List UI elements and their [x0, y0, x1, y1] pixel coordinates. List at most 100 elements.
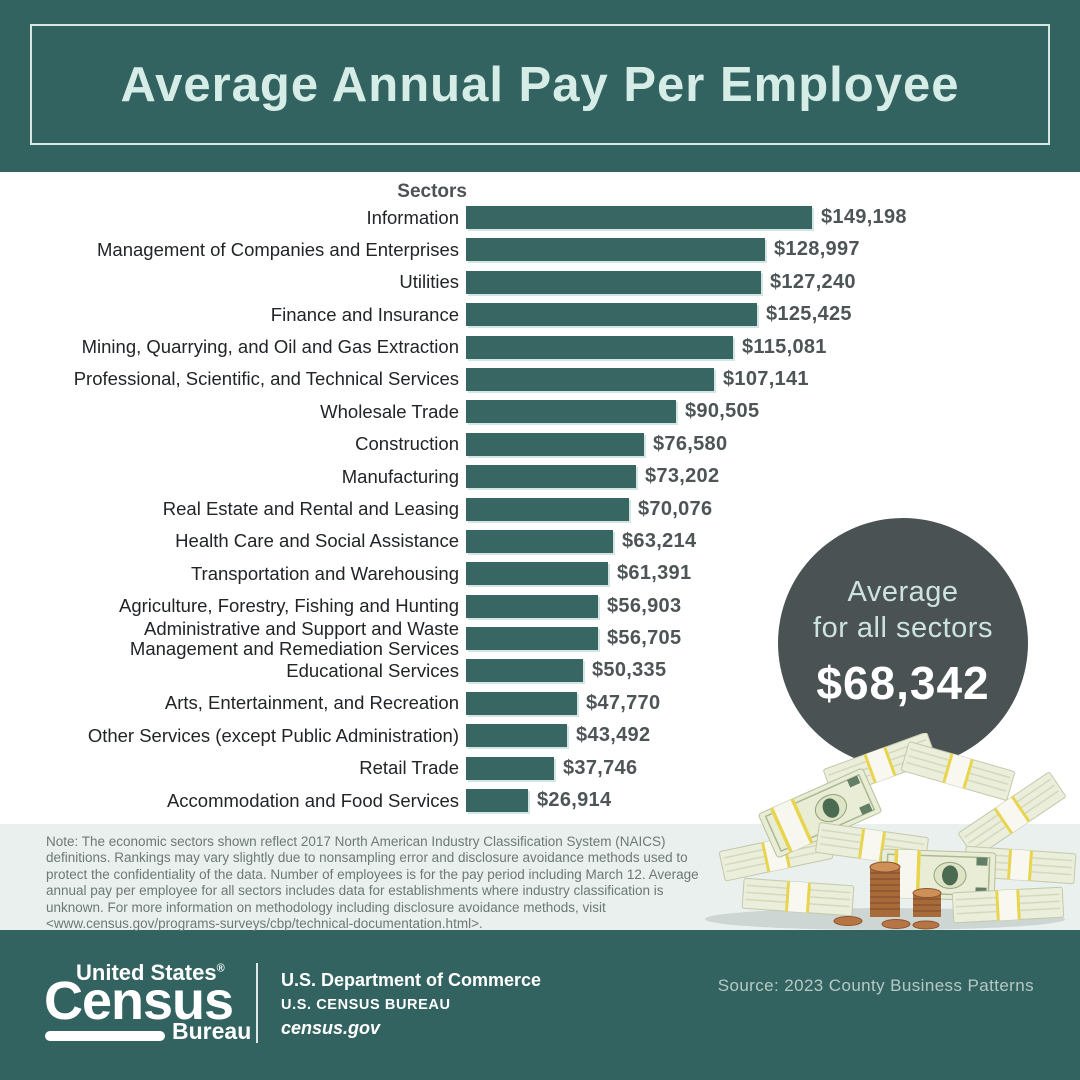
- average-badge: Average for all sectors $68,342: [778, 518, 1028, 768]
- bar-chart: Information $149,198 Management of Compani…: [40, 206, 907, 813]
- chart-row: Information $149,198: [40, 206, 907, 229]
- average-badge-line2: for all sectors: [813, 612, 993, 645]
- bar-value: $70,076: [638, 497, 713, 520]
- page-title: Average Annual Pay Per Employee: [120, 57, 960, 112]
- average-badge-line1: Average: [847, 576, 959, 608]
- sector-label: Retail Trade: [359, 757, 459, 779]
- department-block: U.S. Department of Commerce U.S. CENSUS …: [281, 970, 541, 1039]
- footer-divider: [256, 963, 258, 1043]
- bar-value: $90,505: [685, 400, 760, 423]
- census-logo-wordmark: Census: [44, 971, 234, 1031]
- chart-row: Utilities $127,240: [40, 270, 907, 294]
- sector-label: Health Care and Social Assistance: [175, 530, 459, 552]
- registered-mark: ®: [216, 962, 225, 975]
- bar: [466, 303, 757, 327]
- us-census-bureau: U.S. CENSUS BUREAU: [281, 997, 451, 1013]
- chart-row: Construction $76,580: [40, 432, 907, 456]
- sector-label: Real Estate and Rental and Leasing: [162, 498, 459, 520]
- average-badge-value: $68,342: [816, 656, 990, 709]
- bar: [466, 562, 608, 586]
- bar-value: $127,240: [770, 270, 856, 293]
- census-logo-top-text: United States: [76, 960, 217, 985]
- bar: [466, 627, 598, 651]
- bar-value: $37,746: [563, 756, 638, 779]
- chart-row: Finance and Insurance $125,425: [40, 303, 907, 327]
- bar: [466, 465, 636, 489]
- bar-value: $61,391: [617, 562, 692, 585]
- money-pile-illustration: [705, 733, 1077, 930]
- sector-label: Other Services (except Public Administra…: [87, 724, 459, 746]
- source-text: Source: 2023 County Business Patterns: [717, 976, 1034, 995]
- bar: [466, 238, 765, 262]
- header-banner: Average Annual Pay Per Employee: [0, 0, 1080, 172]
- bar: [466, 724, 567, 748]
- sector-label: Utilities: [399, 271, 459, 293]
- sector-label: Arts, Entertainment, and Recreation: [164, 692, 459, 714]
- census-logo: United States® Census Bureau: [44, 960, 254, 1044]
- chart-row: Wholesale Trade $90,505: [40, 400, 907, 424]
- chart-row: Manufacturing $73,202: [40, 465, 907, 489]
- sector-label: Transportation and Warehousing: [190, 562, 459, 584]
- chart-row: Management of Companies and Enterprises $…: [40, 238, 907, 262]
- bar-value: $149,198: [821, 206, 907, 228]
- bar-value: $56,705: [607, 627, 682, 650]
- sector-label: Administrative and Support and Waste Man…: [129, 617, 459, 659]
- bar-value: $26,914: [537, 789, 612, 812]
- sector-label: Finance and Insurance: [270, 303, 459, 325]
- footer: United States® Census Bureau U.S. Depart…: [0, 930, 1080, 1080]
- bar: [466, 756, 554, 780]
- chart-row: Real Estate and Rental and Leasing $70,07…: [40, 497, 907, 521]
- census-gov: census.gov: [281, 1018, 381, 1038]
- bar-value: $107,141: [723, 367, 809, 390]
- chart-row: Mining, Quarrying, and Oil and Gas Extra…: [40, 335, 907, 359]
- chart-column-header: Sectors: [397, 181, 467, 202]
- bar: [466, 594, 598, 618]
- bar-value: $115,081: [742, 335, 827, 358]
- bar: [466, 400, 676, 424]
- bar: [466, 367, 714, 391]
- bar-value: $56,903: [607, 594, 682, 617]
- note-text: Note: The economic sectors shown reflect…: [46, 834, 699, 932]
- sector-label: Agriculture, Forestry, Fishing and Hunti…: [118, 595, 459, 617]
- department-of-commerce: U.S. Department of Commerce: [281, 970, 542, 990]
- chart-row: Professional, Scientific, and Technical …: [40, 367, 907, 391]
- sector-label: Mining, Quarrying, and Oil and Gas Extra…: [81, 336, 459, 358]
- chart-row: Other Services (except Public Administra…: [40, 724, 907, 748]
- bar: [466, 206, 812, 229]
- chart-row: Health Care and Social Assistance $63,214: [40, 529, 907, 553]
- chart-row: Accommodation and Food Services $26,914: [40, 789, 907, 813]
- bar-value: $47,770: [586, 691, 661, 714]
- bar: [466, 497, 629, 521]
- title-box: Average Annual Pay Per Employee: [30, 24, 1050, 145]
- chart-row: Administrative and Support and Waste Man…: [40, 618, 907, 658]
- census-logo-united-states: United States®: [76, 960, 225, 986]
- bar: [466, 270, 761, 294]
- bar-value: $76,580: [653, 432, 728, 455]
- chart-row: Arts, Entertainment, and Recreation $47,7…: [40, 691, 907, 715]
- bar-value: $43,492: [576, 724, 651, 747]
- bar: [466, 335, 733, 359]
- chart-row: Agriculture, Forestry, Fishing and Hunti…: [40, 594, 907, 618]
- chart-row: Retail Trade $37,746: [40, 756, 907, 780]
- census-logo-bar: [45, 1031, 165, 1041]
- sector-label: Management of Companies and Enterprises: [97, 238, 459, 260]
- bar: [466, 529, 613, 553]
- bar: [466, 789, 528, 813]
- bar: [466, 432, 644, 456]
- bar-value: $63,214: [622, 529, 697, 552]
- sector-label: Accommodation and Food Services: [166, 789, 459, 811]
- sector-label: Information: [366, 206, 459, 228]
- sector-label: Educational Services: [286, 659, 459, 681]
- chart-row: Transportation and Warehousing $61,391: [40, 562, 907, 586]
- sector-label: Professional, Scientific, and Technical …: [73, 368, 459, 390]
- sector-label: Construction: [355, 433, 459, 455]
- census-logo-bureau: Bureau: [172, 1018, 252, 1044]
- bar: [466, 691, 577, 715]
- chart-row: Educational Services $50,335: [40, 659, 907, 683]
- sector-label: Wholesale Trade: [320, 400, 459, 422]
- bar-value: $50,335: [592, 659, 667, 682]
- bar: [466, 659, 583, 683]
- sector-label: Manufacturing: [341, 465, 459, 487]
- bar-value: $73,202: [645, 465, 720, 488]
